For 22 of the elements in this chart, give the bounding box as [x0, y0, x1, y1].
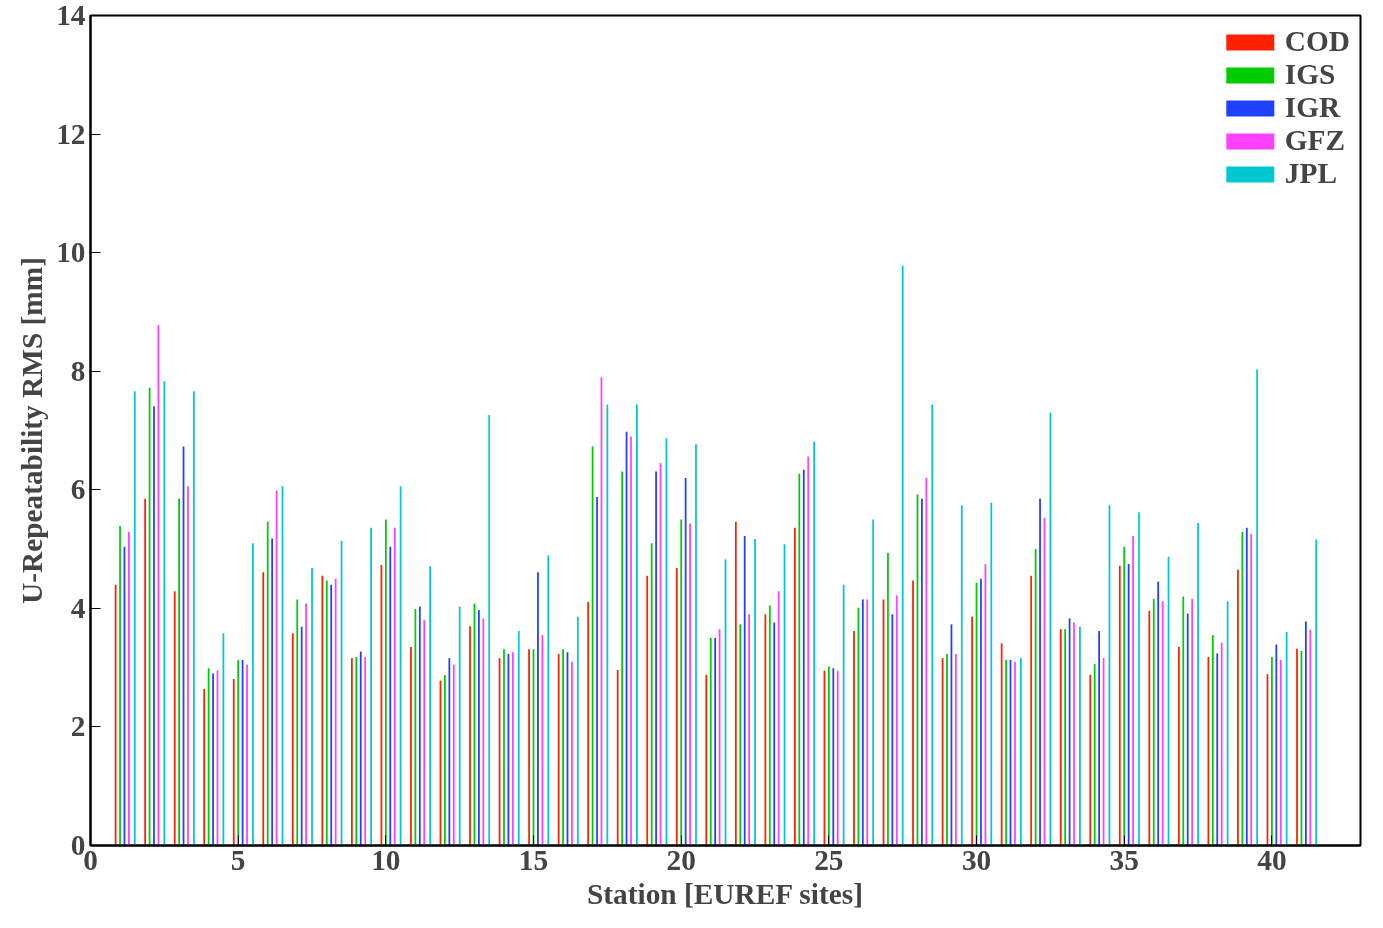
legend-label: COD — [1284, 25, 1350, 58]
y-tick-label: 8 — [70, 354, 86, 387]
x-tick-label: 20 — [666, 843, 696, 876]
legend-label: IGR — [1284, 91, 1341, 124]
x-tick-label: 5 — [230, 843, 246, 876]
y-tick-label: 2 — [70, 710, 86, 743]
x-tick-label: 10 — [371, 843, 401, 876]
legend-label: IGS — [1284, 58, 1336, 91]
x-tick-label: 30 — [961, 843, 992, 876]
y-tick-label: 4 — [70, 591, 86, 624]
legend-label: JPL — [1284, 157, 1337, 190]
x-tick-label: 40 — [1257, 843, 1287, 876]
x-axis-title: Station [EUREF sites] — [587, 877, 863, 910]
y-tick-label: 10 — [56, 236, 86, 269]
legend-label: GFZ — [1284, 124, 1346, 157]
x-tick-label: 25 — [814, 843, 844, 876]
y-tick-label: 14 — [56, 0, 86, 31]
x-tick-label: 15 — [518, 843, 549, 876]
y-axis-title: U-Repeatability RMS [mm] — [16, 257, 49, 604]
y-tick-label: 12 — [56, 117, 86, 150]
y-tick-label: 6 — [70, 473, 86, 506]
x-tick-label: 35 — [1109, 843, 1139, 876]
